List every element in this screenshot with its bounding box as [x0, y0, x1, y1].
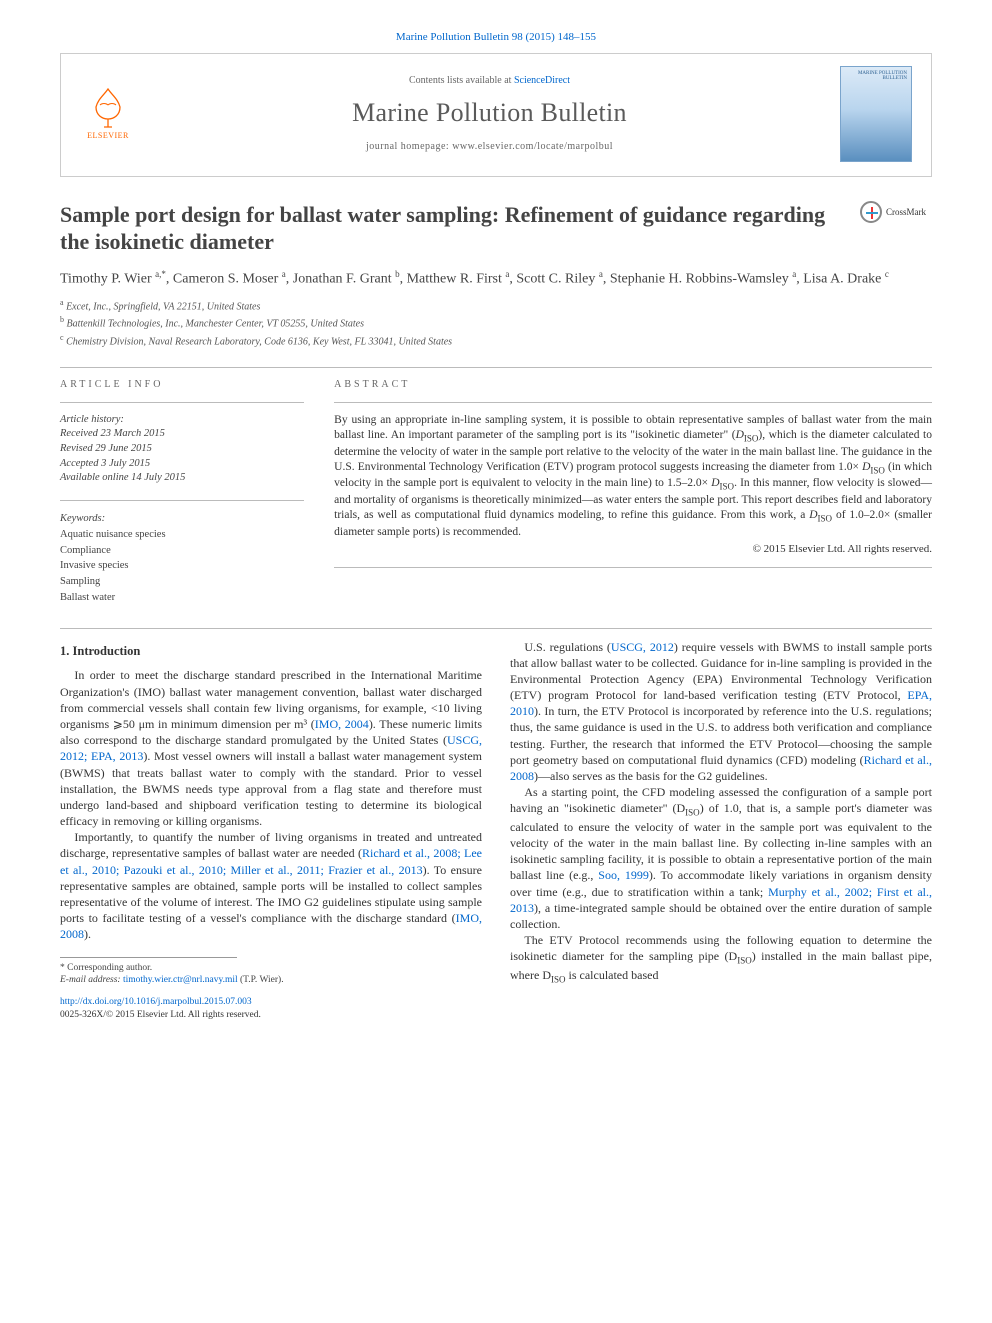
affiliation-a: a Excet, Inc., Springfield, VA 22151, Un…	[60, 297, 932, 314]
section-1-heading: 1. Introduction	[60, 643, 482, 660]
masthead: ELSEVIER Contents lists available at Sci…	[60, 53, 932, 177]
journal-cover[interactable]: MARINE POLLUTION BULLETIN	[840, 66, 912, 162]
history-accepted: Accepted 3 July 2015	[60, 457, 304, 472]
homepage-prefix: journal homepage:	[366, 141, 452, 152]
ref-uscg-2012[interactable]: USCG, 2012	[611, 640, 674, 654]
article-title: Sample port design for ballast water sam…	[60, 201, 850, 256]
abstract-heading: ABSTRACT	[334, 378, 932, 392]
publisher-logo-block: ELSEVIER	[77, 79, 139, 149]
history-online: Available online 14 July 2015	[60, 471, 304, 486]
sub-iso-2: ISO	[737, 956, 752, 966]
keyword-4: Ballast water	[60, 592, 115, 603]
history-label: Article history:	[60, 413, 304, 428]
footnote-rule	[60, 957, 237, 958]
homepage-url[interactable]: www.elsevier.com/locate/marpolbul	[452, 141, 613, 152]
history-received: Received 23 March 2015	[60, 427, 304, 442]
crossmark-icon	[860, 201, 882, 223]
body-p5: The ETV Protocol recommends using the fo…	[510, 932, 932, 985]
sub-iso-3: ISO	[551, 974, 566, 984]
abstract-copyright: © 2015 Elsevier Ltd. All rights reserved…	[334, 542, 932, 557]
keyword-2: Invasive species	[60, 560, 129, 571]
article-history: Article history: Received 23 March 2015 …	[60, 413, 304, 486]
divider-body	[60, 628, 932, 629]
journal-homepage-line: journal homepage: www.elsevier.com/locat…	[153, 140, 826, 154]
body-p1: In order to meet the discharge standard …	[60, 667, 482, 829]
journal-cover-block: MARINE POLLUTION BULLETIN	[840, 66, 915, 162]
elsevier-logo[interactable]: ELSEVIER	[77, 79, 139, 149]
email-note: E-mail address: timothy.wier.ctr@nrl.nav…	[60, 974, 482, 986]
info-rule-1	[60, 402, 304, 403]
history-revised: Revised 29 June 2015	[60, 442, 304, 457]
elsevier-tree-icon	[86, 85, 130, 129]
info-abstract-row: ARTICLE INFO Article history: Received 2…	[60, 378, 932, 605]
journal-name: Marine Pollution Bulletin	[153, 95, 826, 130]
ref-soo-1999[interactable]: Soo, 1999	[598, 868, 649, 882]
abstract-column: ABSTRACT By using an appropriate in-line…	[334, 378, 932, 605]
corresponding-author-note: * Corresponding author.	[60, 962, 482, 974]
title-row: Sample port design for ballast water sam…	[60, 201, 932, 256]
keyword-0: Aquatic nuisance species	[60, 529, 166, 540]
doi-block: http://dx.doi.org/10.1016/j.marpolbul.20…	[60, 996, 482, 1021]
body-p4: As a starting point, the CFD modeling as…	[510, 784, 932, 932]
body-p3: U.S. regulations (USCG, 2012) require ve…	[510, 639, 932, 785]
masthead-center: Contents lists available at ScienceDirec…	[153, 74, 826, 154]
email-label: E-mail address:	[60, 975, 121, 985]
abstract-text: By using an appropriate in-line sampling…	[334, 413, 932, 541]
top-citation: Marine Pollution Bulletin 98 (2015) 148–…	[60, 30, 932, 45]
abstract-rule-bottom	[334, 567, 932, 568]
sub-iso-1: ISO	[685, 808, 700, 818]
contents-available-line: Contents lists available at ScienceDirec…	[153, 74, 826, 88]
keyword-1: Compliance	[60, 545, 111, 556]
author-list: Timothy P. Wier a,*, Cameron S. Moser a,…	[60, 268, 932, 289]
keywords-label: Keywords:	[60, 511, 304, 527]
corresponding-email-link[interactable]: timothy.wier.ctr@nrl.navy.mil	[123, 975, 238, 985]
sciencedirect-link[interactable]: ScienceDirect	[514, 75, 570, 86]
divider-top	[60, 367, 932, 368]
affiliations: a Excet, Inc., Springfield, VA 22151, Un…	[60, 297, 932, 349]
crossmark-label: CrossMark	[886, 206, 926, 218]
affiliation-c: c Chemistry Division, Naval Research Lab…	[60, 332, 932, 349]
article-info-heading: ARTICLE INFO	[60, 378, 304, 392]
contents-prefix: Contents lists available at	[409, 75, 514, 86]
article-info-column: ARTICLE INFO Article history: Received 2…	[60, 378, 304, 605]
ref-imo-2004[interactable]: IMO, 2004	[315, 717, 369, 731]
doi-link[interactable]: http://dx.doi.org/10.1016/j.marpolbul.20…	[60, 997, 252, 1007]
info-rule-2	[60, 500, 304, 501]
body-p2: Importantly, to quantify the number of l…	[60, 829, 482, 942]
journal-cover-title: MARINE POLLUTION BULLETIN	[841, 71, 907, 81]
keywords-block: Keywords: Aquatic nuisance species Compl…	[60, 511, 304, 606]
crossmark-badge[interactable]: CrossMark	[860, 201, 932, 223]
issn-copyright: 0025-326X/© 2015 Elsevier Ltd. All right…	[60, 1010, 261, 1020]
abstract-rule	[334, 402, 932, 403]
affiliation-b: b Battenkill Technologies, Inc., Manches…	[60, 314, 932, 331]
keyword-3: Sampling	[60, 576, 100, 587]
publisher-name: ELSEVIER	[87, 131, 129, 142]
email-person: (T.P. Wier).	[240, 975, 284, 985]
body-columns: 1. Introduction In order to meet the dis…	[60, 639, 932, 1021]
